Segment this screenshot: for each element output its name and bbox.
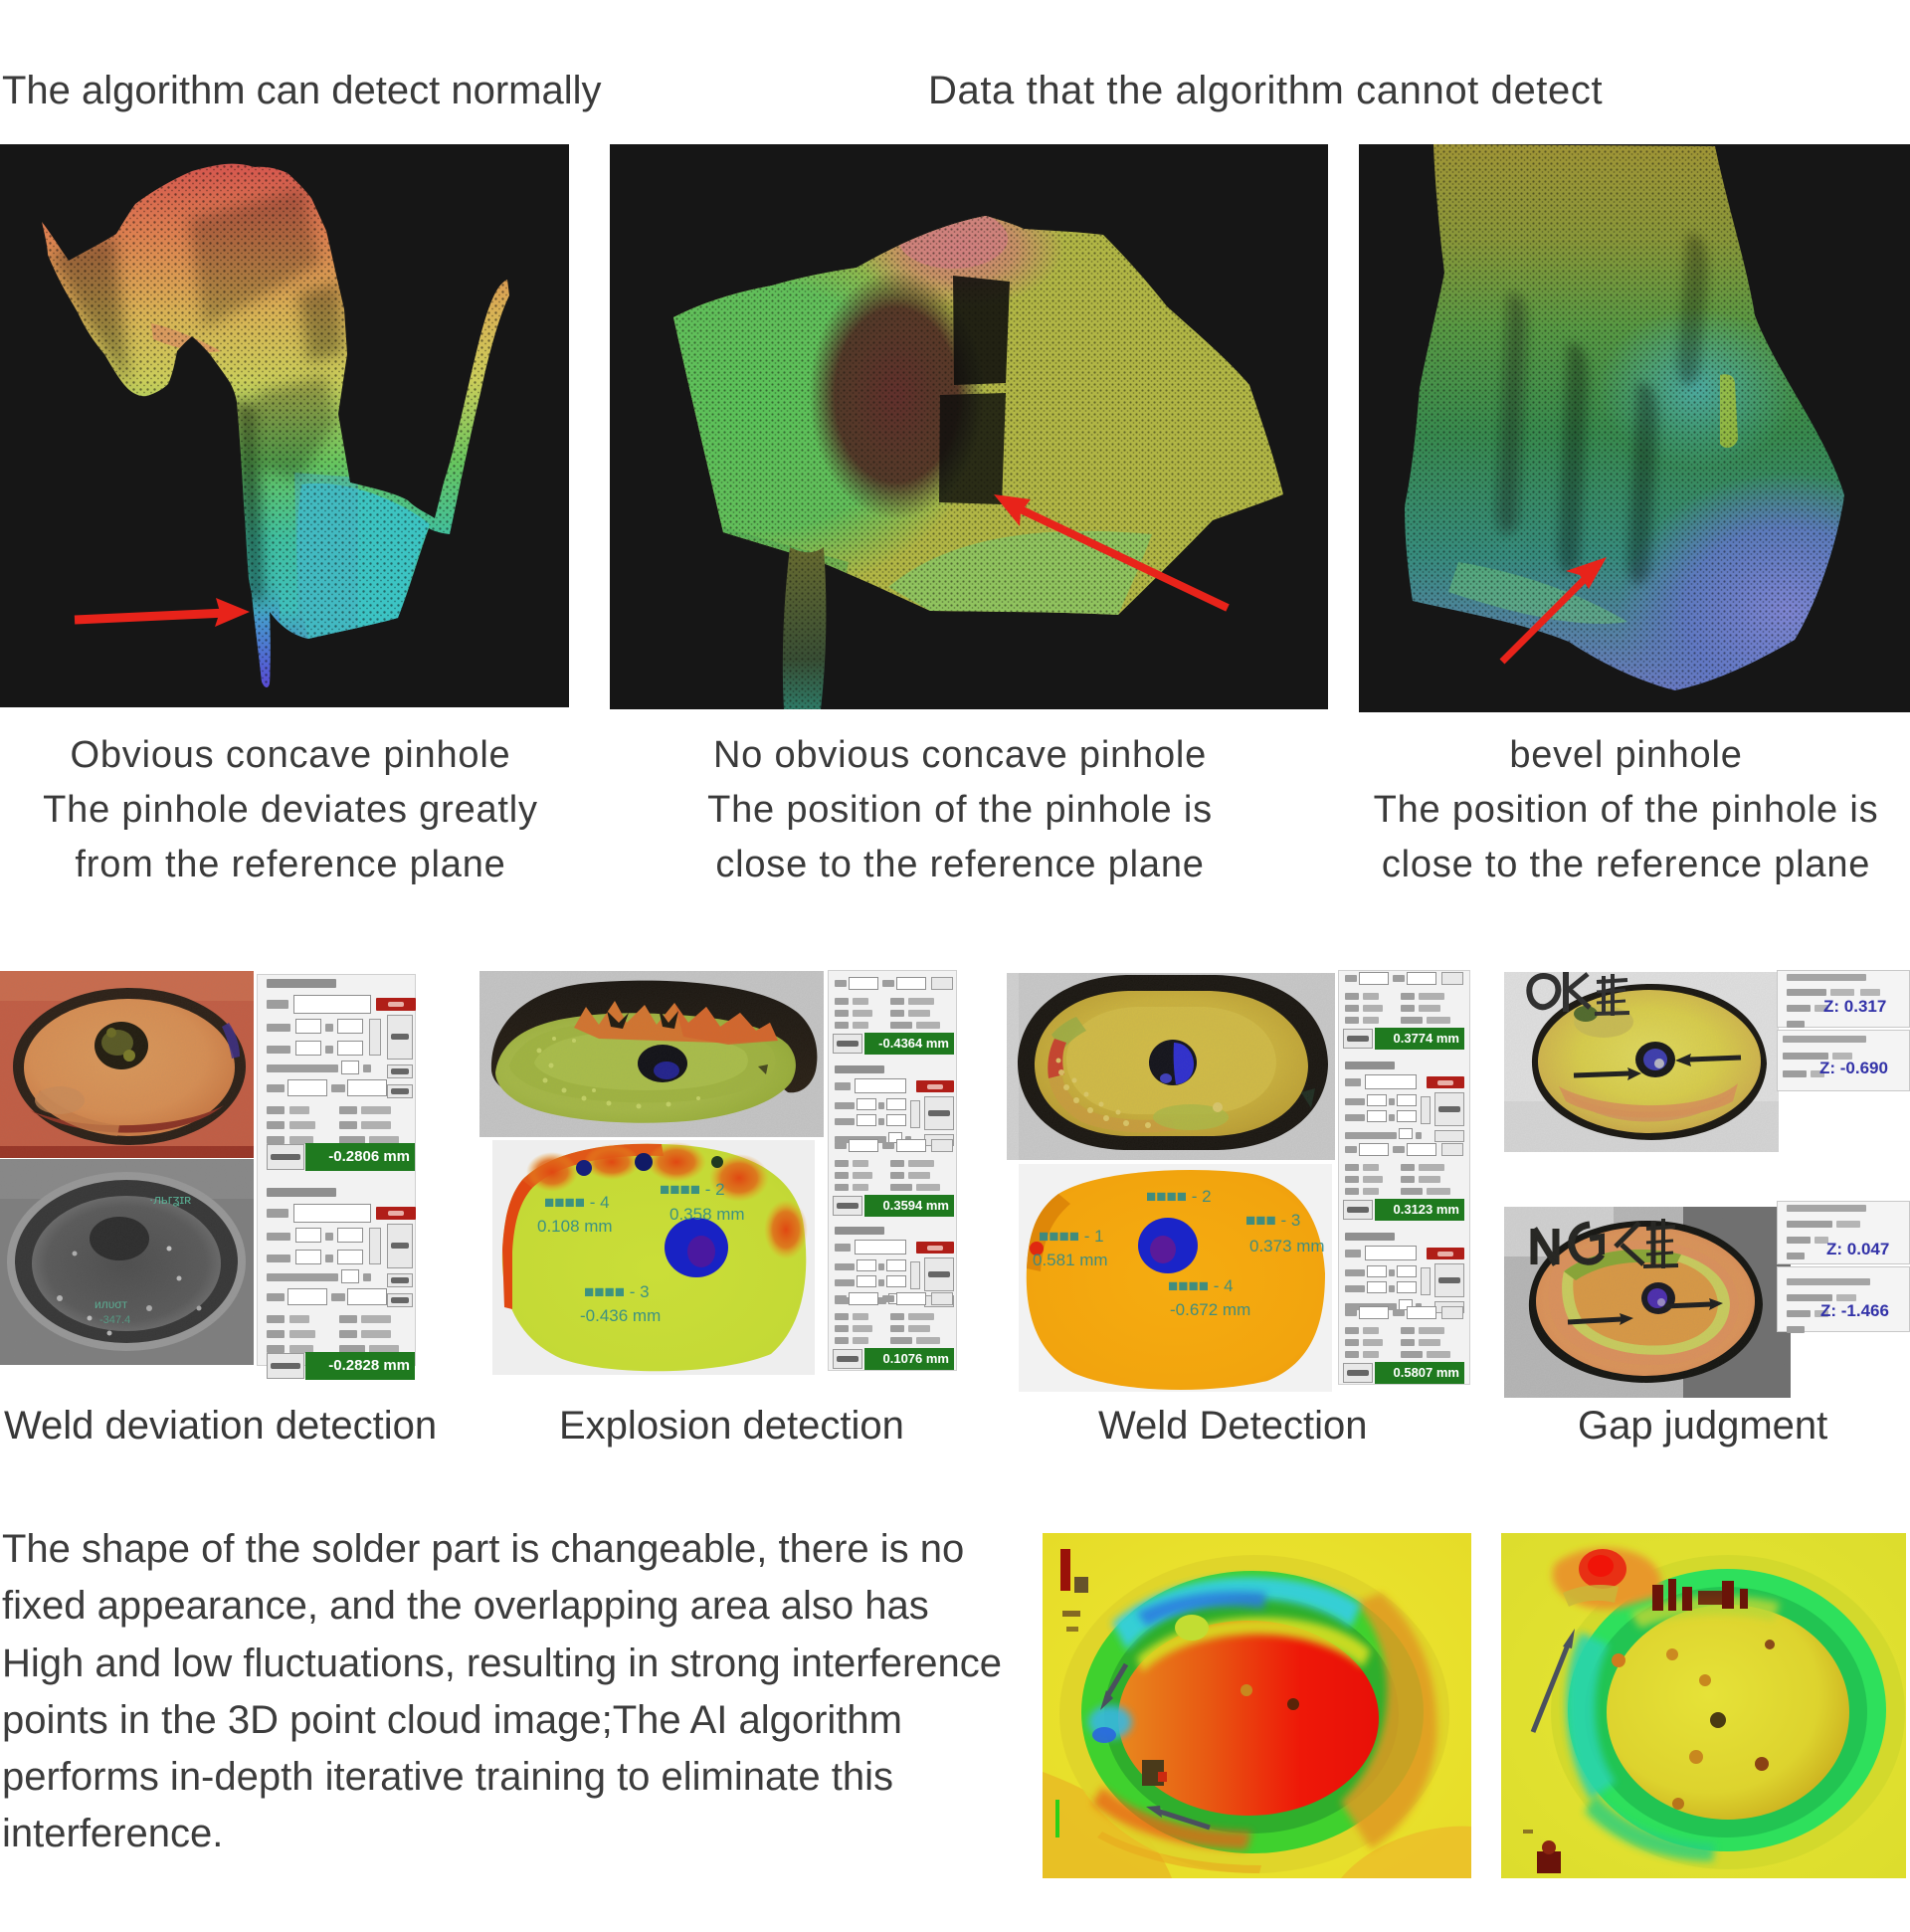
svg-text:■■■■ - 1: ■■■■ - 1 xyxy=(1039,1227,1104,1246)
svg-text:■■■■ - 2: ■■■■ - 2 xyxy=(1146,1187,1212,1206)
svg-text:■■■■ - 4: ■■■■ - 4 xyxy=(1168,1276,1234,1295)
svg-text:0.373 mm: 0.373 mm xyxy=(1249,1237,1325,1256)
svg-text:0.108 mm: 0.108 mm xyxy=(537,1217,613,1236)
svg-text:0.581 mm: 0.581 mm xyxy=(1033,1251,1108,1269)
svg-text:-0.436 mm: -0.436 mm xyxy=(580,1306,661,1325)
svg-text:■■■■ - 3: ■■■■ - 3 xyxy=(584,1282,650,1301)
svg-text:0.358 mm: 0.358 mm xyxy=(669,1205,745,1224)
svg-text:■■■■ - 4: ■■■■ - 4 xyxy=(544,1193,610,1212)
svg-text:■■■■ - 2: ■■■■ - 2 xyxy=(660,1180,725,1199)
svg-text:-0.672 mm: -0.672 mm xyxy=(1170,1300,1250,1319)
svg-text:■■■ - 3: ■■■ - 3 xyxy=(1245,1211,1300,1230)
